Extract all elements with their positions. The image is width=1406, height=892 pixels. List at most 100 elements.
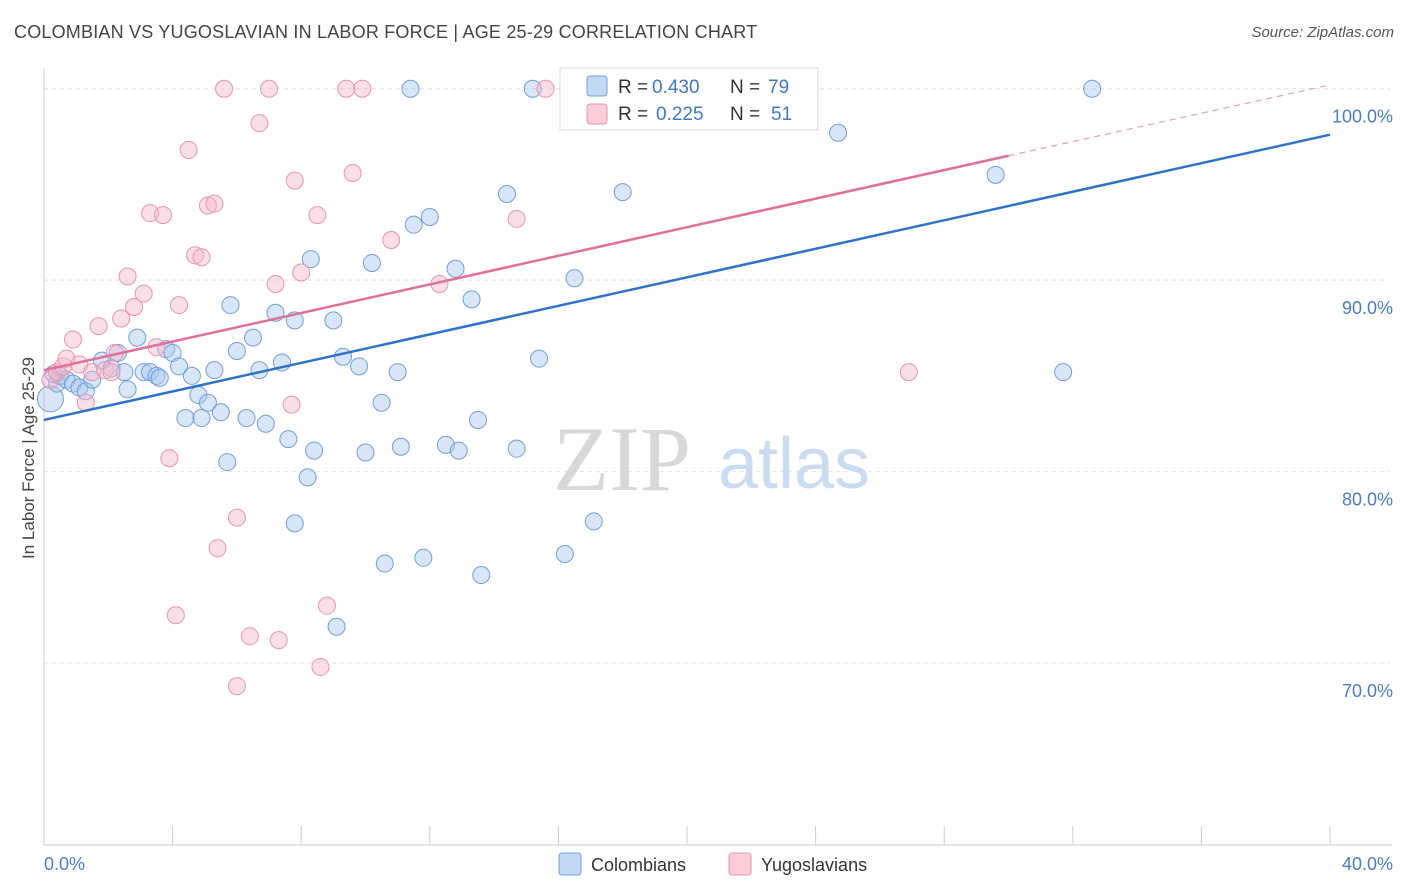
yugoslavian-point: [166, 606, 185, 625]
colombian-point: [128, 328, 147, 347]
chart-title: COLOMBIAN VS YUGOSLAVIAN IN LABOR FORCE …: [14, 22, 758, 42]
yugoslavian-point: [179, 140, 198, 159]
trend-line-colombians: [43, 133, 1331, 422]
colombian-point: [356, 443, 375, 462]
colombian-point: [523, 79, 542, 98]
colombian-point: [221, 296, 240, 315]
colombian-point: [83, 370, 102, 389]
watermark: ZIP atlas: [553, 408, 870, 510]
yugoslavian-point: [260, 79, 279, 98]
stats-legend: R = 0.430 N = 79 R = 0.225 N = 51: [559, 67, 819, 131]
colombian-point: [198, 393, 217, 412]
series-legend-swatch-colombians: [558, 852, 582, 876]
yugoslavian-point: [205, 194, 224, 213]
colombian-point: [462, 290, 481, 309]
colombian-point: [472, 566, 491, 585]
yugoslavian-point: [198, 196, 217, 215]
series-yugoslavians-points: [41, 79, 918, 696]
yugoslavian-point: [240, 627, 259, 646]
colombian-point: [350, 357, 369, 376]
yugoslavian-point: [125, 297, 144, 316]
colombian-point: [285, 514, 304, 533]
yugoslavian-point: [134, 284, 153, 303]
colombian-point: [333, 347, 352, 366]
colombian-point: [147, 366, 166, 385]
colombian-point: [449, 441, 468, 460]
yugoslavian-point: [353, 79, 372, 98]
colombian-point: [1054, 363, 1073, 382]
colombian-point: [243, 328, 262, 347]
y-axis-label: In Labor Force | Age 25-29: [19, 357, 38, 559]
yugoslavian-point: [266, 275, 285, 294]
yugoslavian-point: [227, 508, 246, 527]
colombian-point: [118, 380, 137, 399]
colombian-point: [414, 548, 433, 567]
axes: [43, 68, 1392, 846]
colombian-point: [324, 311, 343, 330]
trend-lines: [43, 84, 1331, 422]
yugoslavian-point: [285, 171, 304, 190]
yugoslavian-point: [153, 206, 172, 225]
colombian-point: [298, 468, 317, 487]
yugoslavian-point: [311, 657, 330, 676]
yugoslavian-point: [536, 79, 555, 98]
yugoslavian-point: [63, 330, 82, 349]
colombian-point: [565, 269, 584, 288]
yugoslavian-point: [102, 363, 121, 382]
x-tick-label: 40.0%: [1342, 854, 1393, 874]
legend-swatch-yugoslavians: [586, 103, 608, 125]
series-colombians-points: [36, 79, 1102, 636]
colombian-point: [150, 368, 169, 387]
yugoslavian-point: [308, 206, 327, 225]
colombian-point: [388, 363, 407, 382]
yugoslavian-point: [41, 370, 60, 389]
colombian-point: [404, 215, 423, 234]
yugoslavian-point: [317, 596, 336, 615]
legend-r-label-colombians: R =: [618, 77, 648, 98]
colombian-point: [205, 361, 224, 380]
colombian-point: [375, 554, 394, 573]
legend-n-label-yugoslavians: N =: [730, 104, 760, 125]
watermark-atlas: atlas: [718, 424, 870, 504]
yugoslavian-point: [192, 248, 211, 267]
legend-n-value-yugoslavians: 51: [771, 104, 792, 125]
colombian-point: [497, 185, 516, 204]
colombian-point: [176, 409, 195, 428]
yugoslavian-point: [118, 267, 137, 286]
colombian-point: [256, 414, 275, 433]
source-credit: Source: ZipAtlas.com: [1251, 24, 1394, 41]
yugoslavian-point: [282, 395, 301, 414]
yugoslavian-point: [507, 209, 526, 228]
yugoslavian-point: [269, 631, 288, 650]
yugoslavian-point: [208, 539, 227, 558]
y-tick-label: 100.0%: [1332, 107, 1393, 127]
series-legend-label-colombians: Colombians: [591, 855, 686, 875]
colombian-point: [829, 123, 848, 142]
yugoslavian-point: [343, 163, 362, 182]
colombian-point: [362, 253, 381, 272]
yugoslavian-point: [250, 114, 269, 133]
legend-n-label-colombians: N =: [730, 77, 760, 98]
yugoslavian-point: [96, 361, 115, 380]
colombian-point: [507, 439, 526, 458]
yugoslavian-point: [337, 79, 356, 98]
colombian-point: [420, 208, 439, 226]
series-legend-label-yugoslavians: Yugoslavians: [761, 855, 867, 875]
colombian-point: [237, 409, 256, 428]
colombian-point: [218, 453, 237, 472]
colombian-point: [327, 617, 346, 636]
legend-n-value-colombians: 79: [768, 77, 789, 98]
yugoslavian-point: [186, 246, 205, 265]
y-tick-label: 80.0%: [1342, 490, 1393, 510]
colombian-point: [391, 437, 410, 456]
colombian-point: [227, 342, 246, 361]
trend-line-yugoslavians: [43, 154, 1009, 372]
colombian-point: [1083, 79, 1102, 98]
series-legend-swatch-yugoslavians: [728, 852, 752, 876]
legend-r-value-yugoslavians: 0.225: [656, 104, 704, 125]
legend-r-value-colombians: 0.430: [652, 77, 700, 98]
yugoslavian-point: [899, 363, 918, 382]
colombian-point: [115, 363, 134, 382]
y-tick-label: 70.0%: [1342, 681, 1393, 701]
